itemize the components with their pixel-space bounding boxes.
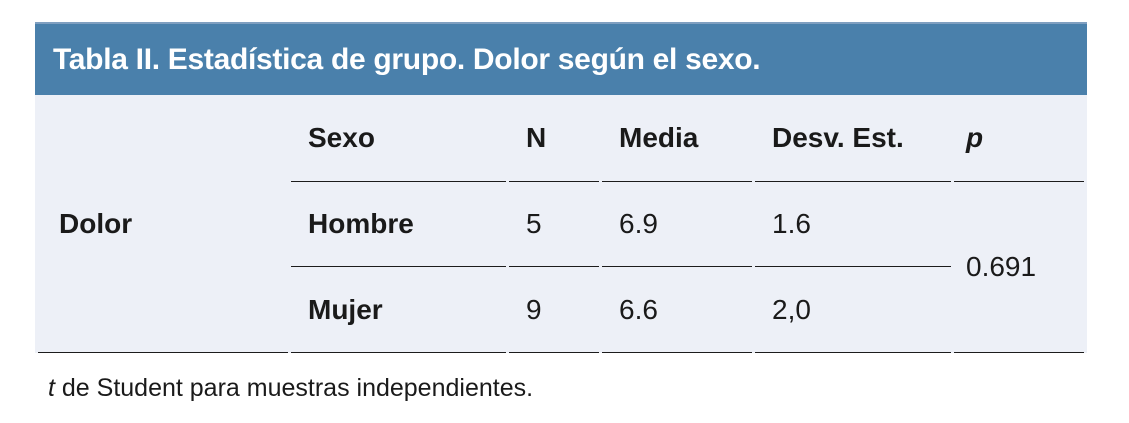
footnote-text: de Student para muestras independientes.	[54, 374, 534, 402]
cell-hombre-sexo: Hombre	[291, 182, 506, 267]
col-header-desv-est: Desv. Est.	[755, 95, 951, 182]
row-group-label-dolor: Dolor	[38, 95, 288, 353]
cell-hombre-desv: 1.6	[755, 182, 951, 267]
cell-p-value: 0.691	[954, 182, 1084, 353]
table-title: Tabla II. Estadística de grupo. Dolor se…	[53, 42, 761, 76]
col-header-media: Media	[602, 95, 752, 182]
cell-hombre-n: 5	[509, 182, 599, 267]
cell-mujer-desv: 2,0	[755, 267, 951, 353]
table-figure: Tabla II. Estadística de grupo. Dolor se…	[35, 22, 1087, 353]
statistics-table: Dolor Sexo N Media Desv. Est. p Hombre 5…	[35, 95, 1087, 353]
table-title-bar: Tabla II. Estadística de grupo. Dolor se…	[35, 22, 1087, 95]
header-row: Dolor Sexo N Media Desv. Est. p	[38, 95, 1084, 353]
cell-mujer-media: 6.6	[602, 267, 752, 353]
col-header-sexo: Sexo	[291, 95, 506, 182]
cell-mujer-n: 9	[509, 267, 599, 353]
cell-hombre-media: 6.9	[602, 182, 752, 267]
footnote-italic-t: t	[48, 374, 55, 402]
table-row-mujer: Mujer 9 6.6 2,0	[38, 267, 1084, 353]
col-header-n: N	[509, 95, 599, 182]
col-header-p: p	[954, 95, 1084, 182]
cell-mujer-sexo: Mujer	[291, 267, 506, 353]
table-footnote: t de Student para muestras independiente…	[48, 374, 1129, 403]
table-row-hombre: Hombre 5 6.9 1.6 0.691	[38, 182, 1084, 353]
